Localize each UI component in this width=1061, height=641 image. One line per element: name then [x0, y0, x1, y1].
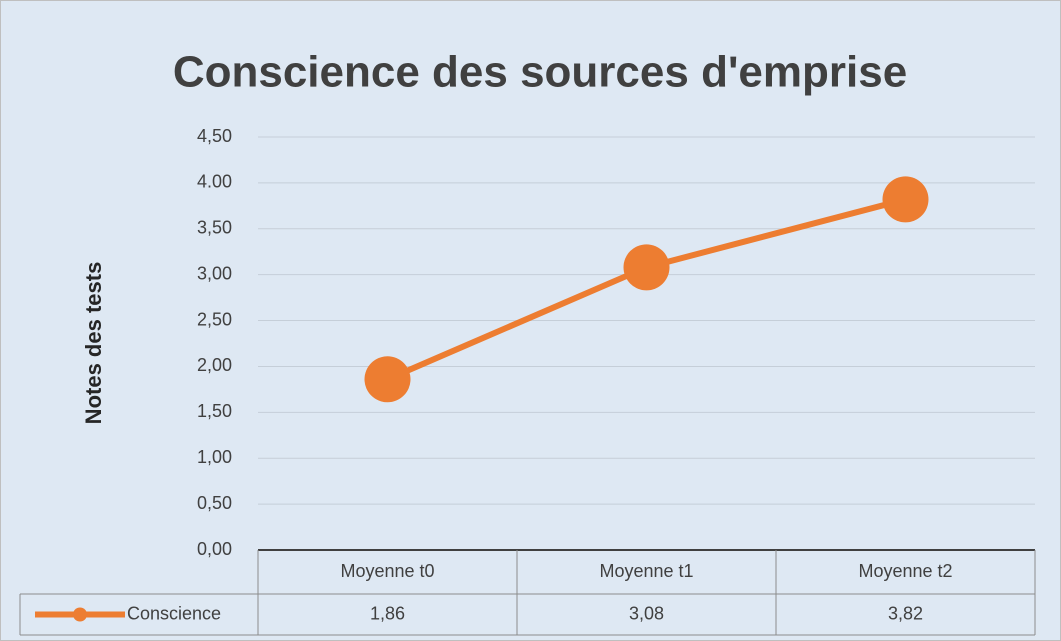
y-tick-label: 0,00	[197, 539, 232, 559]
marker	[882, 176, 929, 223]
y-tick-label: 3,00	[197, 263, 232, 283]
marker	[623, 244, 670, 291]
y-tick-label: 4,50	[197, 126, 232, 146]
chart-title: Conscience des sources d'emprise	[173, 48, 907, 97]
y-tick-label: 1,00	[197, 447, 232, 467]
table-value: 1,86	[370, 603, 405, 623]
y-tick-label: 3,50	[197, 218, 232, 238]
x-tick-label: Moyenne t0	[340, 561, 434, 581]
y-tick-label: 1,50	[197, 401, 232, 421]
x-tick-label: Moyenne t1	[599, 561, 693, 581]
x-tick-label: Moyenne t2	[858, 561, 952, 581]
y-axis-label: Notes des tests	[81, 262, 106, 425]
y-tick-label: 2,00	[197, 355, 232, 375]
y-tick-label: 0,50	[197, 493, 232, 513]
y-tick-label: 4.00	[197, 172, 232, 192]
legend-label: Conscience	[127, 603, 221, 623]
table-value: 3,08	[629, 603, 664, 623]
legend-marker	[73, 607, 87, 622]
y-tick-label: 2,50	[197, 309, 232, 329]
marker	[364, 356, 411, 403]
table-value: 3,82	[888, 603, 923, 623]
